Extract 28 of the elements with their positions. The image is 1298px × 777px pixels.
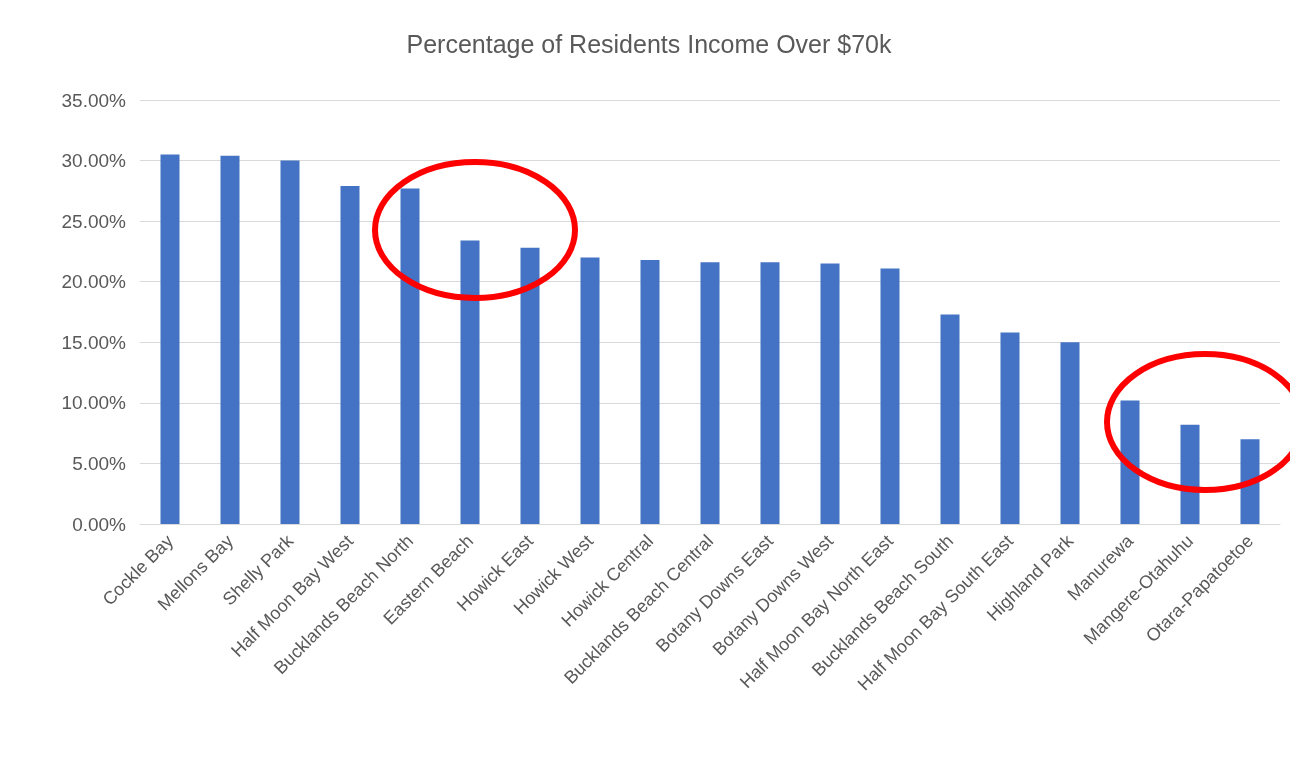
- bar: [280, 160, 300, 524]
- bar: [1000, 332, 1020, 524]
- bar: [220, 155, 240, 524]
- bar: [940, 314, 960, 524]
- bar: [340, 186, 360, 524]
- bar: [520, 247, 540, 524]
- bar: [580, 257, 600, 524]
- y-tick-label: 0.00%: [72, 513, 127, 535]
- y-tick-label: 20.00%: [61, 271, 127, 293]
- bar: [1060, 342, 1080, 524]
- y-tick-label: 35.00%: [61, 89, 127, 111]
- bar: [700, 262, 720, 524]
- y-tick-label: 10.00%: [61, 392, 127, 414]
- y-tick-label: 25.00%: [61, 210, 127, 232]
- y-tick-label: 30.00%: [61, 150, 127, 172]
- bar: [760, 262, 780, 524]
- chart-title: Percentage of Residents Income Over $70k: [406, 29, 892, 58]
- bar: [400, 188, 420, 524]
- bar: [820, 263, 840, 524]
- bar: [880, 268, 900, 524]
- bar: [1240, 439, 1260, 524]
- bar: [1120, 400, 1140, 524]
- bar: [640, 259, 660, 524]
- y-tick-label: 15.00%: [61, 331, 127, 353]
- y-tick-label: 5.00%: [72, 452, 127, 474]
- bar: [160, 154, 180, 524]
- bar: [460, 240, 480, 524]
- bar: [1180, 424, 1200, 524]
